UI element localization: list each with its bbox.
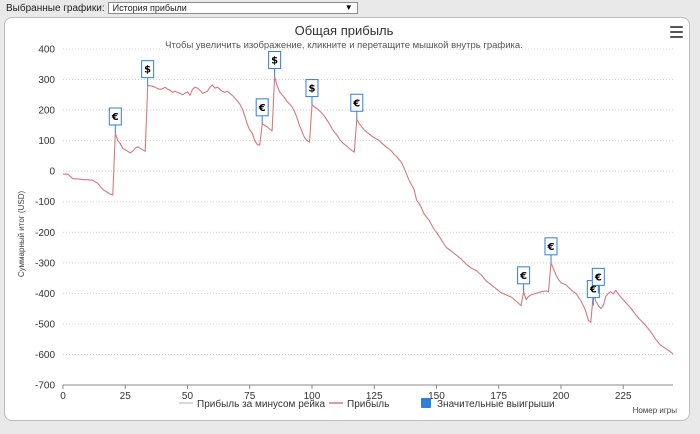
chart-selector-value: История прибыли (112, 3, 187, 13)
x-tick-label: 225 (615, 391, 632, 402)
triangle-down-icon[interactable]: ▼ (344, 3, 353, 12)
x-tick-label: 175 (490, 391, 507, 402)
marker-flag[interactable] (350, 93, 364, 112)
chart-selector-label: Выбранные графики: (6, 2, 105, 14)
marker-symbol: $ (144, 65, 151, 76)
profit-chart[interactable]: Общая прибыль Чтобы увеличить изображени… (5, 18, 691, 422)
marker-symbol: € (111, 112, 119, 123)
x-tick-label: 150 (428, 391, 445, 402)
big-win-marker[interactable]: $ (141, 60, 155, 86)
grid-lines (63, 48, 673, 386)
marker-flag[interactable] (268, 50, 282, 69)
big-win-marker[interactable]: € (517, 266, 531, 292)
y-tick-label: -200 (35, 228, 55, 239)
big-win-marker[interactable]: € (544, 237, 558, 263)
x-axis-title: Номер игры (633, 406, 678, 415)
y-tick-label: -400 (35, 289, 55, 300)
y-axis-title: Суммарный итог (USD) (17, 191, 26, 278)
chart-selector-dropdown[interactable]: История прибыли ▼ (107, 2, 358, 14)
legend-label: Значительные выигрыши (437, 399, 555, 410)
marker-flag[interactable] (591, 267, 605, 286)
marker-symbol: $ (271, 55, 278, 66)
marker-symbol: $ (308, 84, 315, 95)
marker-symbol: € (589, 285, 597, 296)
marker-symbol: € (258, 103, 266, 114)
y-tick-label: -100 (35, 197, 55, 208)
x-tick-label: 125 (366, 391, 383, 402)
chart-container[interactable]: Общая прибыль Чтобы увеличить изображени… (4, 17, 690, 421)
chart-subtitle: Чтобы увеличить изображение, кликните и … (165, 40, 523, 51)
y-tick-label: 200 (38, 106, 55, 117)
y-tick-label: -700 (35, 381, 55, 392)
legend-item[interactable]: Прибыль за минусом рейка (179, 398, 326, 410)
marker-flag[interactable] (544, 237, 558, 256)
marker-symbol: € (352, 98, 360, 109)
marker-symbol: € (594, 272, 602, 283)
legend-symbol (421, 398, 431, 408)
y-tick-label: 0 (49, 167, 55, 178)
series-group (63, 75, 674, 355)
legend-label: Прибыль (347, 398, 389, 410)
x-tick-label: 100 (304, 391, 321, 402)
marker-flag[interactable] (108, 107, 122, 126)
legend-item[interactable]: Значительные выигрыши (421, 398, 555, 410)
big-win-marker[interactable]: $ (305, 79, 319, 105)
legend-item[interactable]: Прибыль (329, 398, 389, 410)
marker-flag[interactable] (517, 266, 531, 285)
x-axis-ticks: 0 25 50 75 100 125 150 175 200 225 (60, 385, 632, 402)
marker-flag[interactable] (255, 98, 269, 117)
big-win-marker[interactable]: € (255, 98, 269, 124)
x-tick-label: 25 (120, 391, 132, 402)
chart-title: Общая прибыль (295, 23, 394, 38)
x-tick-label: 50 (182, 391, 194, 402)
x-tick-label: 75 (244, 391, 256, 402)
chart-selector-bar: Выбранные графики: История прибыли ▼ (6, 1, 358, 15)
y-tick-label: 100 (38, 136, 55, 147)
marker-flag[interactable] (141, 60, 155, 79)
y-tick-label: 400 (38, 45, 55, 56)
y-tick-label: 300 (38, 75, 55, 86)
big-win-marker[interactable]: € (350, 93, 364, 120)
x-tick-label: 0 (60, 391, 66, 402)
y-tick-label: -600 (35, 350, 55, 361)
marker-symbol: € (547, 242, 555, 253)
series-line-profit[interactable] (63, 75, 674, 355)
y-tick-label: -300 (35, 258, 55, 269)
y-tick-label: -500 (35, 319, 55, 330)
big-win-marker[interactable]: $ (268, 50, 282, 77)
legend-label: Прибыль за минусом рейка (197, 398, 326, 410)
marker-flag[interactable] (305, 79, 319, 98)
chart-legend[interactable]: Прибыль за минусом рейка Прибыль Значитель… (179, 398, 555, 410)
hamburger-menu-icon[interactable] (670, 26, 683, 38)
big-win-marker[interactable]: € (108, 107, 122, 133)
y-axis-ticks: 400 300 200 100 0 -100 -200 -300 -400 -500 -600 -70… (35, 45, 55, 392)
marker-symbol: € (519, 271, 527, 282)
x-tick-label: 200 (553, 391, 570, 402)
big-win-marker[interactable]: € (591, 267, 605, 294)
marker-group: € $ € $ $ € € € € € (108, 50, 605, 306)
